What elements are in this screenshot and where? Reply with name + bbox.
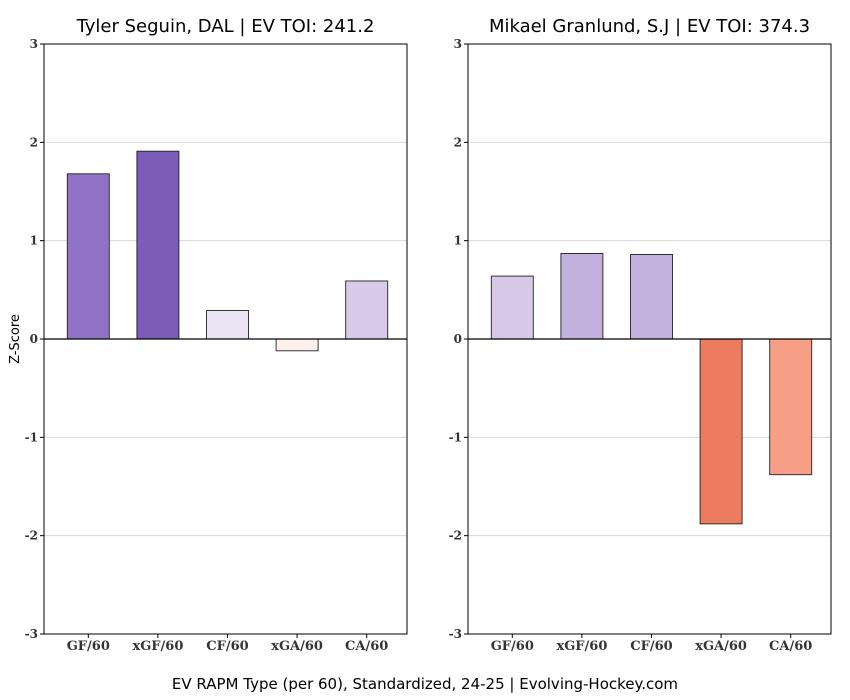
- x-tick-label: xGA/60: [695, 639, 747, 654]
- y-tick-label: -3: [449, 627, 462, 641]
- y-tick-label: -3: [25, 627, 38, 641]
- x-tick-label: CA/60: [345, 639, 388, 654]
- y-tick-label: 0: [454, 332, 462, 346]
- bar-gf-60: [490, 275, 534, 340]
- x-tick-label: CF/60: [630, 639, 672, 654]
- y-tick-label: -1: [449, 430, 462, 444]
- bar-ca-60: [769, 338, 813, 476]
- y-tick-label: 3: [454, 37, 462, 51]
- y-tick-label: 2: [454, 135, 462, 149]
- plot-frame: [467, 43, 832, 635]
- y-tick-label: -2: [449, 529, 462, 543]
- bar-xga-60: [699, 338, 743, 525]
- x-tick-label: CA/60: [769, 639, 812, 654]
- y-tick-label: 3: [30, 37, 38, 51]
- chart-footer: EV RAPM Type (per 60), Standardized, 24-…: [172, 675, 678, 693]
- x-tick-label: xGA/60: [271, 639, 323, 654]
- bar-gf-60: [66, 173, 110, 340]
- y-tick-label: 1: [454, 234, 462, 248]
- y-tick-label: 1: [30, 234, 38, 248]
- bar-xga-60: [275, 338, 319, 352]
- chart-panel-2: GF/60 xGF/60 CF/60 xGA/60 CA/60 -3 -2 -1 0 1 2 3 Mik…: [449, 16, 832, 654]
- chart-panel-1: GF/60 xGF/60 CF/60 xGA/60 CA/60 -3 -2 -1 0 1 2 3 Tyl…: [8, 16, 408, 654]
- x-tick-label: xGF/60: [556, 639, 607, 654]
- plot-frame: [43, 43, 408, 635]
- chart-title: Tyler Seguin, DAL | EV TOI: 241.2: [76, 16, 375, 37]
- y-tick-label: -2: [25, 529, 38, 543]
- x-tick-label: xGF/60: [132, 639, 183, 654]
- x-tick-label: GF/60: [491, 639, 534, 654]
- bar-ca-60: [345, 280, 389, 340]
- bar-xgf-60: [560, 252, 604, 340]
- y-tick-label: 2: [30, 135, 38, 149]
- x-tick-label: CF/60: [206, 639, 248, 654]
- x-tick-label: GF/60: [67, 639, 110, 654]
- bar-cf-60: [630, 253, 673, 340]
- y-tick-label: 0: [30, 332, 38, 346]
- bar-cf-60: [206, 310, 249, 340]
- y-tick-label: -1: [25, 430, 38, 444]
- bar-xgf-60: [136, 150, 180, 340]
- chart-title: Mikael Granlund, S.J | EV TOI: 374.3: [489, 16, 810, 37]
- y-axis-label: Z-Score: [8, 314, 23, 364]
